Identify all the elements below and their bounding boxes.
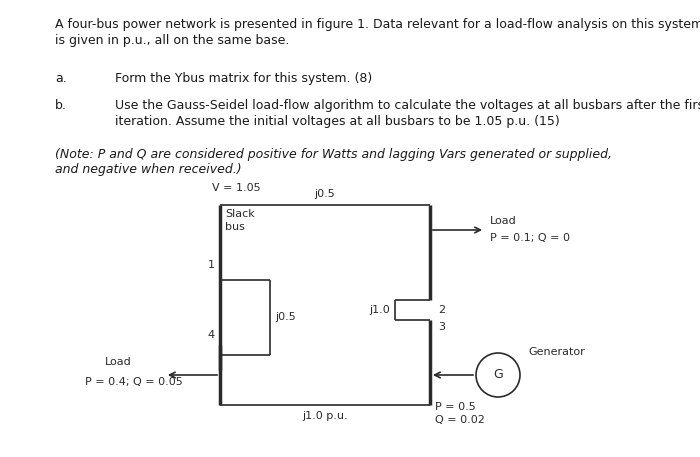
- Text: P = 0.1; Q = 0: P = 0.1; Q = 0: [490, 233, 570, 243]
- Text: bus: bus: [225, 222, 245, 232]
- Text: 1: 1: [208, 260, 215, 270]
- Text: G: G: [493, 368, 503, 382]
- Text: a.: a.: [55, 72, 66, 85]
- Text: and negative when received.): and negative when received.): [55, 163, 241, 176]
- Text: j0.5: j0.5: [275, 313, 295, 323]
- Text: 3: 3: [438, 322, 445, 332]
- Text: V = 1.05: V = 1.05: [212, 183, 260, 193]
- Text: Generator: Generator: [528, 347, 584, 357]
- Text: j1.0 p.u.: j1.0 p.u.: [302, 411, 348, 421]
- Text: P = 0.4; Q = 0.05: P = 0.4; Q = 0.05: [85, 377, 183, 387]
- Text: Load: Load: [490, 216, 517, 226]
- Text: 2: 2: [438, 305, 445, 315]
- Text: b.: b.: [55, 99, 67, 112]
- Text: 4: 4: [208, 330, 215, 340]
- Text: j1.0: j1.0: [370, 305, 390, 315]
- Text: j0.5: j0.5: [314, 189, 335, 199]
- Text: Use the Gauss-Seidel load-flow algorithm to calculate the voltages at all busbar: Use the Gauss-Seidel load-flow algorithm…: [115, 99, 700, 112]
- Text: P = 0.5: P = 0.5: [435, 402, 476, 412]
- Text: is given in p.u., all on the same base.: is given in p.u., all on the same base.: [55, 34, 289, 47]
- Text: Slack: Slack: [225, 209, 255, 219]
- Text: Load: Load: [105, 357, 132, 367]
- Text: iteration. Assume the initial voltages at all busbars to be 1.05 p.u. (15): iteration. Assume the initial voltages a…: [115, 115, 560, 128]
- Text: Form the Ybus matrix for this system. (8): Form the Ybus matrix for this system. (8…: [115, 72, 372, 85]
- Text: A four-bus power network is presented in figure 1. Data relevant for a load-flow: A four-bus power network is presented in…: [55, 18, 700, 31]
- Text: Q = 0.02: Q = 0.02: [435, 415, 485, 425]
- Text: (Note: P and Q are considered positive for Watts and lagging Vars generated or s: (Note: P and Q are considered positive f…: [55, 148, 612, 161]
